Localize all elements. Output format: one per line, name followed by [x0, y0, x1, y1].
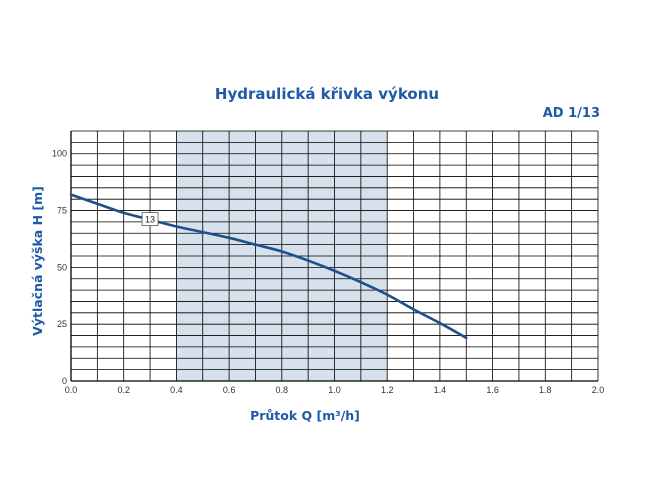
- x-tick-label: 2.0: [592, 385, 605, 395]
- y-tick-label: 75: [57, 206, 67, 216]
- curve-label-box: [141, 212, 159, 227]
- x-tick-label: 0.2: [117, 385, 130, 395]
- grid: [70, 130, 599, 382]
- chart-title: Hydraulická křivka výkonu: [215, 85, 439, 103]
- y-axis-label: Výtlačná výška H [m]: [30, 186, 45, 336]
- x-tick-label: 1.0: [328, 385, 341, 395]
- curve-label: 13: [145, 215, 155, 225]
- y-tick-label: 25: [57, 319, 67, 329]
- series-line: [69, 193, 468, 340]
- tick-labels: 0.0 0.2 0.4 0.6 0.8 1.0 1.2 1.4 1.6 1.8 2.0 0 25 50 75…: [52, 149, 604, 395]
- x-axis-label: Průtok Q [m³/h]: [250, 408, 360, 423]
- x-tick-label: 1.4: [434, 385, 447, 395]
- x-tick-label: 0.6: [223, 385, 236, 395]
- x-tick-label: 0.4: [170, 385, 183, 395]
- y-tick-label: 50: [57, 262, 67, 272]
- x-tick-label: 0.8: [276, 385, 289, 395]
- model-label: AD 1/13: [543, 106, 600, 121]
- x-tick-label: 1.2: [381, 385, 394, 395]
- x-tick-label: 0.0: [65, 385, 78, 395]
- series-layer: 13: [69, 193, 468, 340]
- x-tick-label: 1.6: [486, 385, 499, 395]
- y-tick-label: 100: [52, 149, 67, 159]
- x-tick-label: 1.8: [539, 385, 552, 395]
- y-tick-label: 0: [62, 376, 67, 386]
